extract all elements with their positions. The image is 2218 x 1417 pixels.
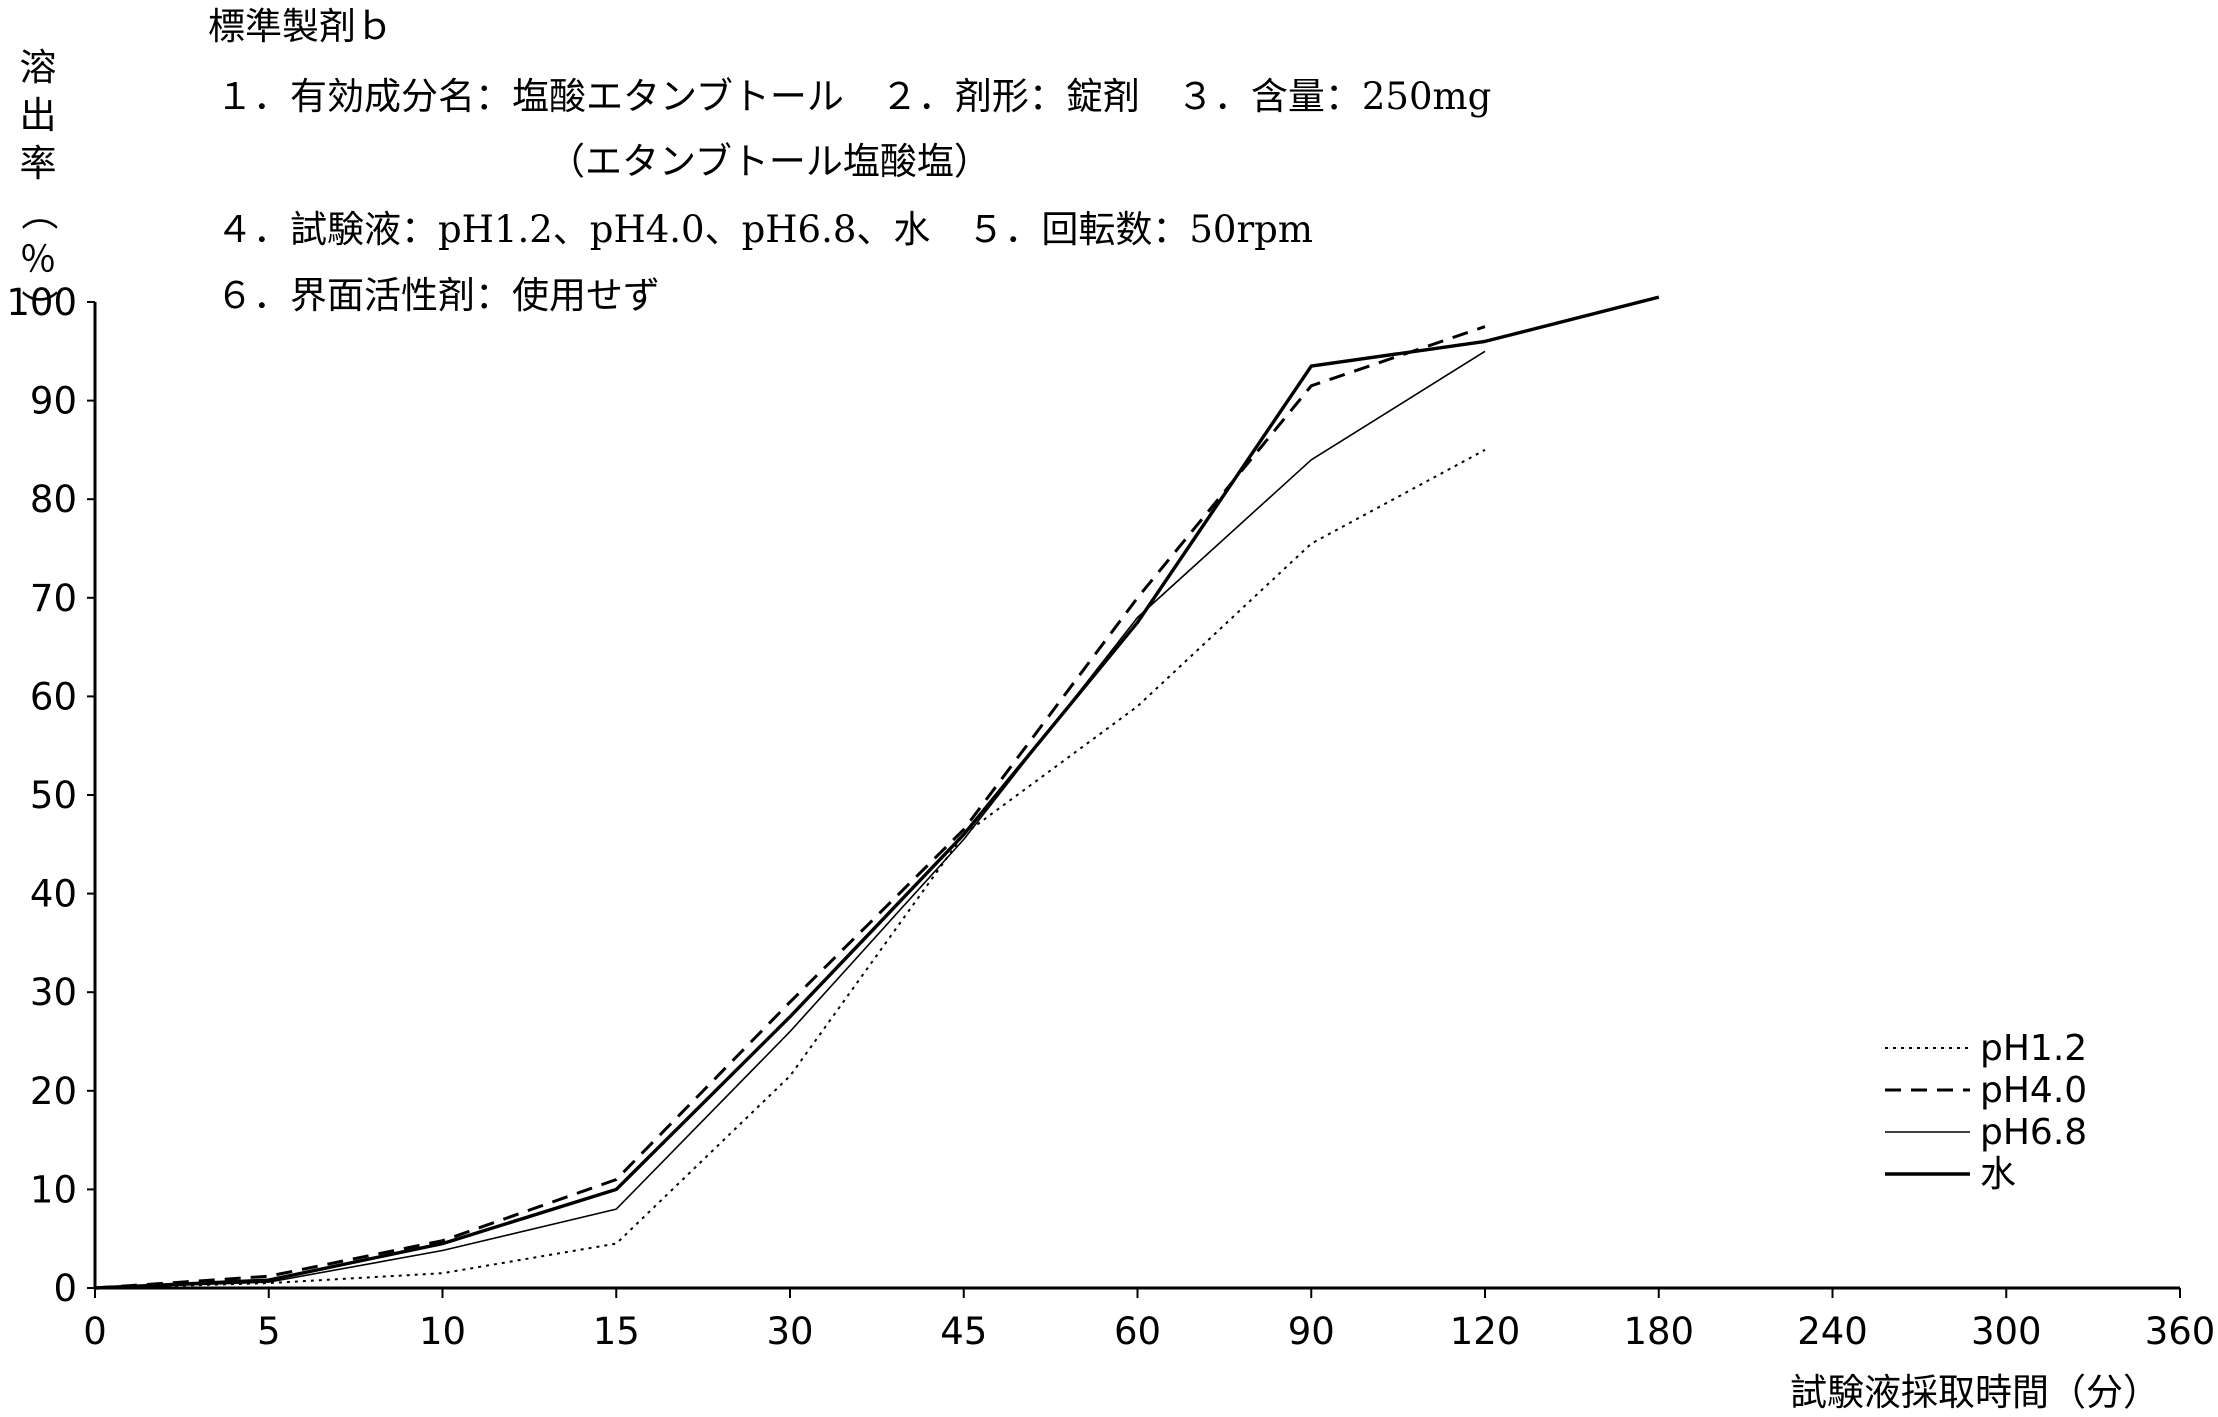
x-tick-label: 360: [2145, 1310, 2216, 1353]
x-tick-label: 120: [1450, 1310, 1521, 1353]
y-tick-label: 70: [30, 577, 77, 620]
y-axis-title-char: ％: [20, 238, 57, 281]
series-line-3: [94, 350, 1486, 1289]
x-tick-label: 0: [83, 1310, 107, 1353]
y-tick-label: 60: [30, 675, 77, 718]
x-axis-ticks: 0 5 10 15 30 45 60 90 120 180 240 300 360: [83, 1288, 2215, 1353]
y-tick-label: 90: [30, 380, 77, 423]
y-tick-label: 10: [30, 1168, 77, 1211]
x-tick-label: 10: [419, 1310, 466, 1353]
x-tick-label: 15: [593, 1310, 640, 1353]
y-axis-title-char: ）: [17, 290, 60, 327]
y-tick-label: 20: [30, 1070, 77, 1113]
legend-label: 水: [1980, 1154, 2016, 1195]
y-tick-label: 80: [30, 478, 77, 521]
chart-header-line-1: １．有効成分名：塩酸エタンブトール ２．剤形：錠剤 ３．含量：250mg: [216, 75, 1492, 118]
chart-axes: [93, 302, 2180, 1290]
series-line-2: [94, 325, 1486, 1290]
y-axis-title-char: （: [17, 194, 60, 231]
y-tick-label: 50: [30, 774, 77, 817]
x-tick-label: 180: [1623, 1310, 1694, 1353]
y-tick-label: 0: [53, 1267, 77, 1310]
y-axis-title-char: 溶: [20, 46, 57, 89]
x-tick-label: 30: [766, 1310, 813, 1353]
y-axis-title: 溶出率 （ ％ ）: [17, 46, 60, 327]
x-tick-label: 300: [1971, 1310, 2042, 1353]
y-axis-title-char: 率: [20, 142, 57, 185]
legend-label: pH6.8: [1980, 1112, 2087, 1153]
chart-series: [94, 295, 1660, 1290]
series-line-4: [94, 295, 1660, 1290]
chart-header-line-4: ６．界面活性剤：使用せず: [216, 274, 660, 317]
x-tick-label: 90: [1288, 1310, 1335, 1353]
chart-header-title: 標準製剤ｂ: [208, 5, 393, 48]
chart-header-line-3: ４．試験液：pH1.2、pH4.0、pH6.8、水 ５．回転数：50rpm: [216, 208, 1313, 251]
legend-label: pH4.0: [1980, 1070, 2087, 1111]
y-axis-title-char: 出: [20, 94, 57, 137]
y-tick-label: 100: [6, 281, 77, 324]
y-tick-label: 30: [30, 971, 77, 1014]
x-axis-title: 試験液採取時間（分）: [1790, 1371, 2160, 1414]
y-axis-ticks: 0 10 20 30 40 50 60 70 80 90 100: [6, 281, 95, 1310]
legend-label: pH1.2: [1980, 1028, 2087, 1069]
x-tick-label: 5: [257, 1310, 281, 1353]
chart-header-line-2: （エタンブトール塩酸塩）: [548, 140, 991, 183]
series-line-1: [94, 449, 1486, 1289]
x-tick-label: 45: [940, 1310, 987, 1353]
y-tick-label: 40: [30, 873, 77, 916]
x-tick-label: 240: [1797, 1310, 1868, 1353]
x-tick-label: 60: [1114, 1310, 1161, 1353]
